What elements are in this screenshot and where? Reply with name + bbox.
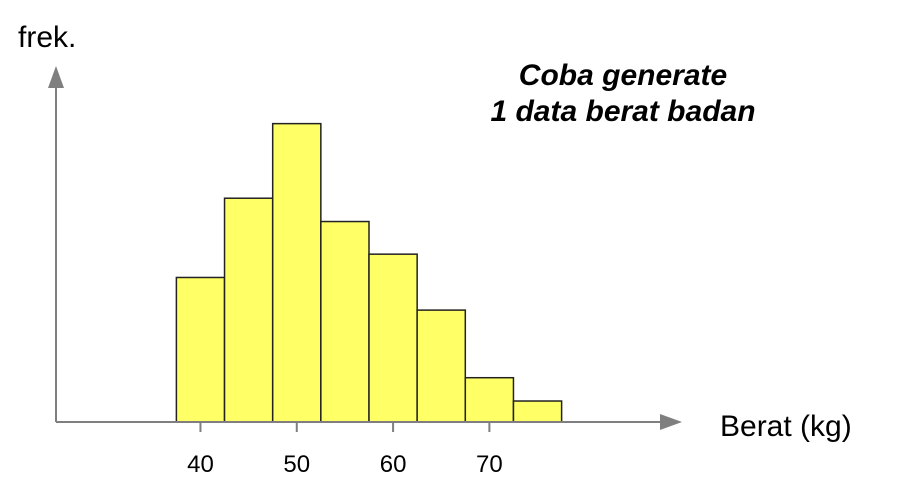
x-axis-label: Berat (kg) [720, 410, 852, 443]
chart-title-line-2: 1 data berat badan [490, 95, 755, 128]
x-tick-label-60: 60 [380, 451, 407, 478]
x-tick-label-50: 50 [283, 451, 310, 478]
x-ticks-layer: 40 50 60 70 [187, 422, 503, 478]
histogram-bar-8 [512, 400, 563, 423]
histogram-bar-7 [464, 376, 515, 423]
x-tick-label-70: 70 [476, 451, 503, 478]
x-tick-label-40: 40 [187, 451, 214, 478]
bars-layer [175, 122, 563, 423]
y-axis-label: frek. [18, 21, 76, 54]
x-axis-arrow-icon [660, 414, 682, 430]
histogram-bar-2 [223, 197, 274, 423]
histogram-bar-1 [175, 276, 226, 423]
histogram-bar-4 [320, 220, 370, 423]
histogram-bar-5 [368, 253, 418, 423]
histogram-bar-6 [416, 309, 467, 423]
y-axis-arrow-icon [48, 66, 64, 88]
chart-title-line-1: Coba generate [519, 59, 727, 92]
histogram-bar-3 [271, 122, 322, 423]
